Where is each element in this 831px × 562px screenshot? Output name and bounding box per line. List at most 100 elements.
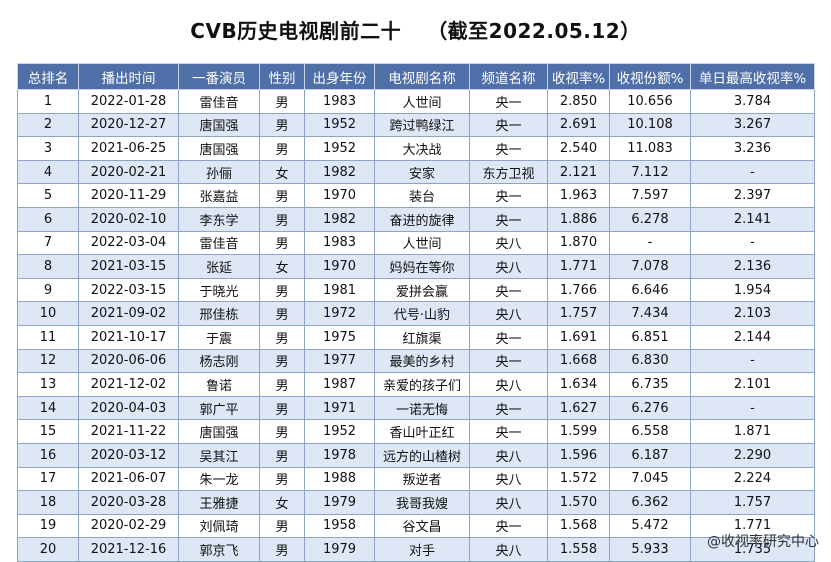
- cell-drama-title: 最美的乡村: [374, 348, 470, 374]
- header-birth-year: 出身年份: [304, 63, 375, 90]
- cell-air-date: 2021-06-25: [78, 136, 179, 161]
- cell-lead-actor: 雷佳音: [178, 89, 260, 114]
- cell-lead-actor: 唐国强: [178, 136, 260, 161]
- cell-channel: 央一: [469, 183, 548, 208]
- cell-channel: 央八: [469, 254, 548, 279]
- table-row: 17 2021-06-07 朱一龙男 1988 叛逆者 央八 1.572 7.045 2.224: [17, 466, 815, 492]
- cell-peak-rating: 1.757: [690, 490, 815, 515]
- cell-birth-year: 1971: [304, 395, 375, 421]
- cell-gender: 男: [259, 324, 305, 350]
- cell-lead-actor: 唐国强: [178, 112, 260, 138]
- cell-lead-actor: 朱一龙: [178, 466, 260, 492]
- cell-lead-actor: 于晓光: [178, 277, 260, 303]
- cell-channel: 央一: [469, 112, 548, 138]
- cell-gender: 男: [259, 348, 305, 374]
- cell-drama-title: 叛逆者: [374, 466, 470, 492]
- cell-channel: 东方卫视: [469, 159, 548, 185]
- cell-rating: 1.570: [547, 490, 610, 515]
- cell-rank: 10: [17, 301, 79, 326]
- table-row: 10 2021-09-02 邢佳栋男 1972 代号·山豹 央八 1.757 7.434 2.1…: [17, 301, 815, 326]
- cell-rank: 12: [17, 348, 79, 374]
- cell-gender: 女: [259, 254, 305, 279]
- cell-channel: 央八: [469, 442, 548, 468]
- cell-gender: 男: [259, 442, 305, 468]
- cell-share: 7.045: [609, 466, 691, 492]
- table-row: 7 2022-03-04 雷佳音男 1983 人世间 央八 1.870- -: [17, 230, 815, 256]
- cell-share: 6.830: [609, 348, 691, 374]
- cell-drama-title: 代号·山豹: [374, 301, 470, 326]
- cell-peak-rating: 3.784: [690, 89, 815, 114]
- cell-rating: 1.568: [547, 513, 610, 539]
- cell-lead-actor: 郭京飞: [178, 537, 260, 562]
- cell-gender: 男: [259, 112, 305, 138]
- cell-gender: 男: [259, 395, 305, 421]
- cell-rank: 17: [17, 466, 79, 492]
- cell-gender: 男: [259, 206, 305, 232]
- cell-share: 6.558: [609, 419, 691, 444]
- cell-drama-title: 爱拼会赢: [374, 277, 470, 303]
- cell-air-date: 2021-03-15: [78, 254, 179, 279]
- cell-air-date: 2020-06-06: [78, 348, 179, 374]
- cell-rank: 14: [17, 395, 79, 421]
- header-gender: 性别: [259, 63, 305, 90]
- cell-rank: 18: [17, 490, 79, 515]
- cell-share: 7.078: [609, 254, 691, 279]
- cell-rank: 15: [17, 419, 79, 444]
- cell-gender: 男: [259, 183, 305, 208]
- cell-peak-rating: 2.144: [690, 324, 815, 350]
- cell-peak-rating: -: [690, 348, 815, 374]
- table-row: 2 2020-12-27 唐国强男 1952 跨过鸭绿江 央一 2.691 10.108 3.2…: [17, 112, 815, 138]
- cell-share: 5.472: [609, 513, 691, 539]
- cell-channel: 央一: [469, 206, 548, 232]
- header-lead-actor: 一番演员: [178, 63, 260, 90]
- cell-air-date: 2020-02-10: [78, 206, 179, 232]
- cell-channel: 央一: [469, 277, 548, 303]
- cell-air-date: 2020-12-27: [78, 112, 179, 138]
- table-row: 9 2022-03-15 于晓光男 1981 爱拼会赢 央一 1.766 6.646 1.954: [17, 277, 815, 303]
- cell-birth-year: 1979: [304, 490, 375, 515]
- page-title: CVB历史电视剧前二十 （截至2022.05.12）: [0, 0, 831, 58]
- cell-lead-actor: 雷佳音: [178, 230, 260, 256]
- cell-rating: 2.850: [547, 89, 610, 114]
- header-rank: 总排名: [17, 63, 79, 90]
- cell-gender: 男: [259, 419, 305, 444]
- cell-birth-year: 1970: [304, 183, 375, 208]
- cell-air-date: 2020-04-03: [78, 395, 179, 421]
- cell-lead-actor: 于震: [178, 324, 260, 350]
- cell-air-date: 2020-02-29: [78, 513, 179, 539]
- cell-birth-year: 1952: [304, 419, 375, 444]
- cell-gender: 男: [259, 230, 305, 256]
- cell-air-date: 2021-06-07: [78, 466, 179, 492]
- cell-share: 7.434: [609, 301, 691, 326]
- cell-air-date: 2021-10-17: [78, 324, 179, 350]
- table-body: 1 2022-01-28 雷佳音男 1983 人世间 央一 2.850 10.656 3.784…: [17, 89, 815, 562]
- cell-rank: 16: [17, 442, 79, 468]
- cell-gender: 男: [259, 277, 305, 303]
- cell-channel: 央八: [469, 490, 548, 515]
- cell-drama-title: 香山叶正红: [374, 419, 470, 444]
- cell-share: 6.278: [609, 206, 691, 232]
- cell-rating: 1.572: [547, 466, 610, 492]
- cell-drama-title: 大决战: [374, 136, 470, 161]
- table-row: 20 2021-12-16 郭京飞男 1979 对手 央八 1.558 5.933 1.735: [17, 537, 815, 562]
- cell-air-date: 2022-03-15: [78, 277, 179, 303]
- cell-air-date: 2020-03-28: [78, 490, 179, 515]
- header-rating: 收视率%: [547, 63, 610, 90]
- cell-lead-actor: 鲁诺: [178, 372, 260, 397]
- cell-drama-title: 妈妈在等你: [374, 254, 470, 279]
- table-row: 3 2021-06-25 唐国强男 1952 大决战 央一 2.540 11.083 3.236: [17, 136, 815, 161]
- cell-gender: 男: [259, 136, 305, 161]
- cell-share: 7.597: [609, 183, 691, 208]
- cell-rating: 1.870: [547, 230, 610, 256]
- cell-rating: 2.540: [547, 136, 610, 161]
- cell-gender: 男: [259, 513, 305, 539]
- cell-share: 6.646: [609, 277, 691, 303]
- cell-rank: 1: [17, 89, 79, 114]
- cell-channel: 央一: [469, 513, 548, 539]
- cell-gender: 男: [259, 89, 305, 114]
- cell-rank: 20: [17, 537, 79, 562]
- cell-birth-year: 1977: [304, 348, 375, 374]
- cell-share: 10.108: [609, 112, 691, 138]
- header-channel: 频道名称: [469, 63, 548, 90]
- cell-rating: 1.691: [547, 324, 610, 350]
